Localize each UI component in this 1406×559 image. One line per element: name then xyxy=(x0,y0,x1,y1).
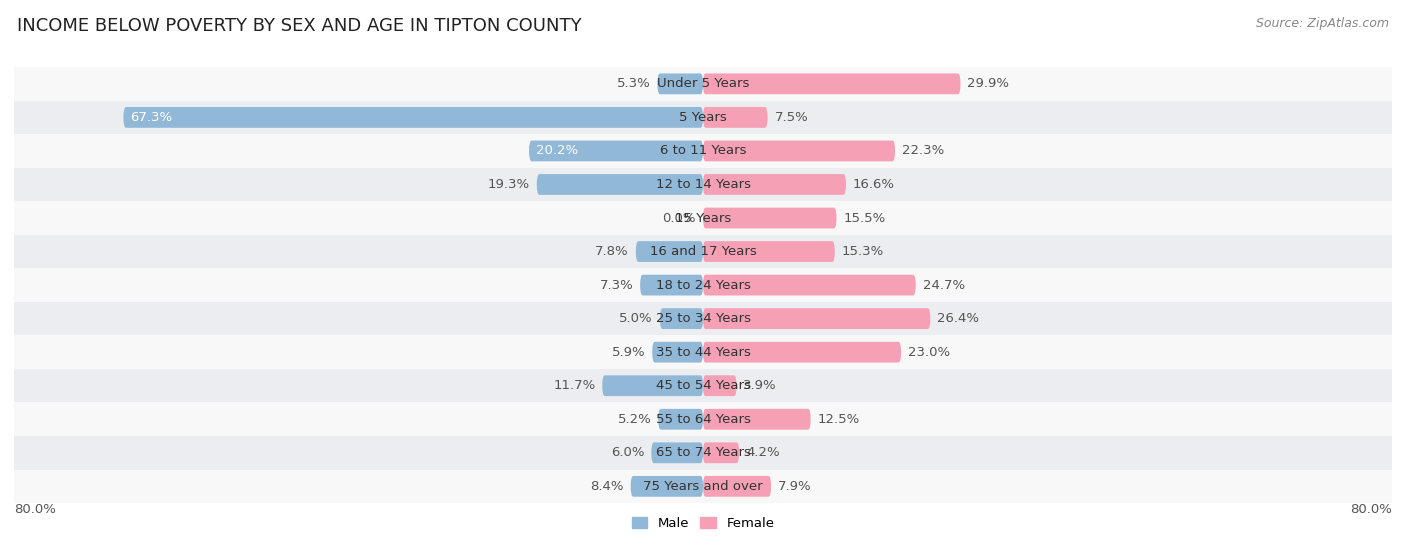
Bar xyxy=(14,335,1392,369)
Bar xyxy=(14,436,1392,470)
Text: 3.9%: 3.9% xyxy=(744,379,778,392)
Text: 15.5%: 15.5% xyxy=(844,211,886,225)
FancyBboxPatch shape xyxy=(703,342,901,363)
Bar xyxy=(14,235,1392,268)
Text: 12.5%: 12.5% xyxy=(817,413,860,426)
Text: 18 to 24 Years: 18 to 24 Years xyxy=(655,278,751,292)
Legend: Male, Female: Male, Female xyxy=(626,512,780,536)
Bar xyxy=(14,402,1392,436)
Bar xyxy=(14,201,1392,235)
Text: Under 5 Years: Under 5 Years xyxy=(657,77,749,91)
Text: 11.7%: 11.7% xyxy=(553,379,595,392)
Text: 0.0%: 0.0% xyxy=(662,211,696,225)
Text: 25 to 34 Years: 25 to 34 Years xyxy=(655,312,751,325)
Text: 6 to 11 Years: 6 to 11 Years xyxy=(659,144,747,158)
Text: 12 to 14 Years: 12 to 14 Years xyxy=(655,178,751,191)
FancyBboxPatch shape xyxy=(703,73,960,94)
Bar xyxy=(14,268,1392,302)
Bar xyxy=(14,470,1392,503)
Text: 5.2%: 5.2% xyxy=(617,413,651,426)
FancyBboxPatch shape xyxy=(636,241,703,262)
Text: 7.5%: 7.5% xyxy=(775,111,808,124)
FancyBboxPatch shape xyxy=(703,409,811,430)
Text: 4.2%: 4.2% xyxy=(747,446,780,459)
FancyBboxPatch shape xyxy=(703,375,737,396)
FancyBboxPatch shape xyxy=(703,274,915,296)
Text: 16 and 17 Years: 16 and 17 Years xyxy=(650,245,756,258)
Text: 24.7%: 24.7% xyxy=(922,278,965,292)
Text: 67.3%: 67.3% xyxy=(131,111,173,124)
Text: 5 Years: 5 Years xyxy=(679,111,727,124)
Text: 20.2%: 20.2% xyxy=(536,144,578,158)
FancyBboxPatch shape xyxy=(640,274,703,296)
FancyBboxPatch shape xyxy=(631,476,703,497)
Bar xyxy=(14,168,1392,201)
Text: 5.9%: 5.9% xyxy=(612,345,645,359)
FancyBboxPatch shape xyxy=(651,442,703,463)
FancyBboxPatch shape xyxy=(703,308,931,329)
Bar xyxy=(14,369,1392,402)
FancyBboxPatch shape xyxy=(703,140,896,162)
FancyBboxPatch shape xyxy=(703,241,835,262)
FancyBboxPatch shape xyxy=(652,342,703,363)
Text: 75 Years and over: 75 Years and over xyxy=(643,480,763,493)
FancyBboxPatch shape xyxy=(658,73,703,94)
Bar xyxy=(14,101,1392,134)
Bar xyxy=(14,302,1392,335)
Text: Source: ZipAtlas.com: Source: ZipAtlas.com xyxy=(1256,17,1389,30)
Text: 7.9%: 7.9% xyxy=(778,480,811,493)
FancyBboxPatch shape xyxy=(659,308,703,329)
Text: 35 to 44 Years: 35 to 44 Years xyxy=(655,345,751,359)
FancyBboxPatch shape xyxy=(703,107,768,128)
Text: 6.0%: 6.0% xyxy=(612,446,644,459)
Text: 65 to 74 Years: 65 to 74 Years xyxy=(655,446,751,459)
Text: 26.4%: 26.4% xyxy=(938,312,979,325)
Text: 15.3%: 15.3% xyxy=(842,245,884,258)
Text: 16.6%: 16.6% xyxy=(853,178,894,191)
Text: 23.0%: 23.0% xyxy=(908,345,950,359)
Text: 29.9%: 29.9% xyxy=(967,77,1010,91)
FancyBboxPatch shape xyxy=(658,409,703,430)
Text: 19.3%: 19.3% xyxy=(488,178,530,191)
Text: 55 to 64 Years: 55 to 64 Years xyxy=(655,413,751,426)
FancyBboxPatch shape xyxy=(703,207,837,229)
Bar xyxy=(14,134,1392,168)
Text: INCOME BELOW POVERTY BY SEX AND AGE IN TIPTON COUNTY: INCOME BELOW POVERTY BY SEX AND AGE IN T… xyxy=(17,17,582,35)
Bar xyxy=(14,67,1392,101)
FancyBboxPatch shape xyxy=(529,140,703,162)
Text: 15 Years: 15 Years xyxy=(675,211,731,225)
FancyBboxPatch shape xyxy=(124,107,703,128)
FancyBboxPatch shape xyxy=(537,174,703,195)
FancyBboxPatch shape xyxy=(703,174,846,195)
Text: 5.3%: 5.3% xyxy=(617,77,651,91)
Text: 45 to 54 Years: 45 to 54 Years xyxy=(655,379,751,392)
FancyBboxPatch shape xyxy=(602,375,703,396)
Text: 7.3%: 7.3% xyxy=(599,278,633,292)
Text: 80.0%: 80.0% xyxy=(1350,503,1392,516)
Text: 80.0%: 80.0% xyxy=(14,503,56,516)
Text: 5.0%: 5.0% xyxy=(620,312,652,325)
Text: 7.8%: 7.8% xyxy=(595,245,628,258)
FancyBboxPatch shape xyxy=(703,442,740,463)
Text: 8.4%: 8.4% xyxy=(591,480,624,493)
Text: 22.3%: 22.3% xyxy=(901,144,945,158)
FancyBboxPatch shape xyxy=(703,476,770,497)
